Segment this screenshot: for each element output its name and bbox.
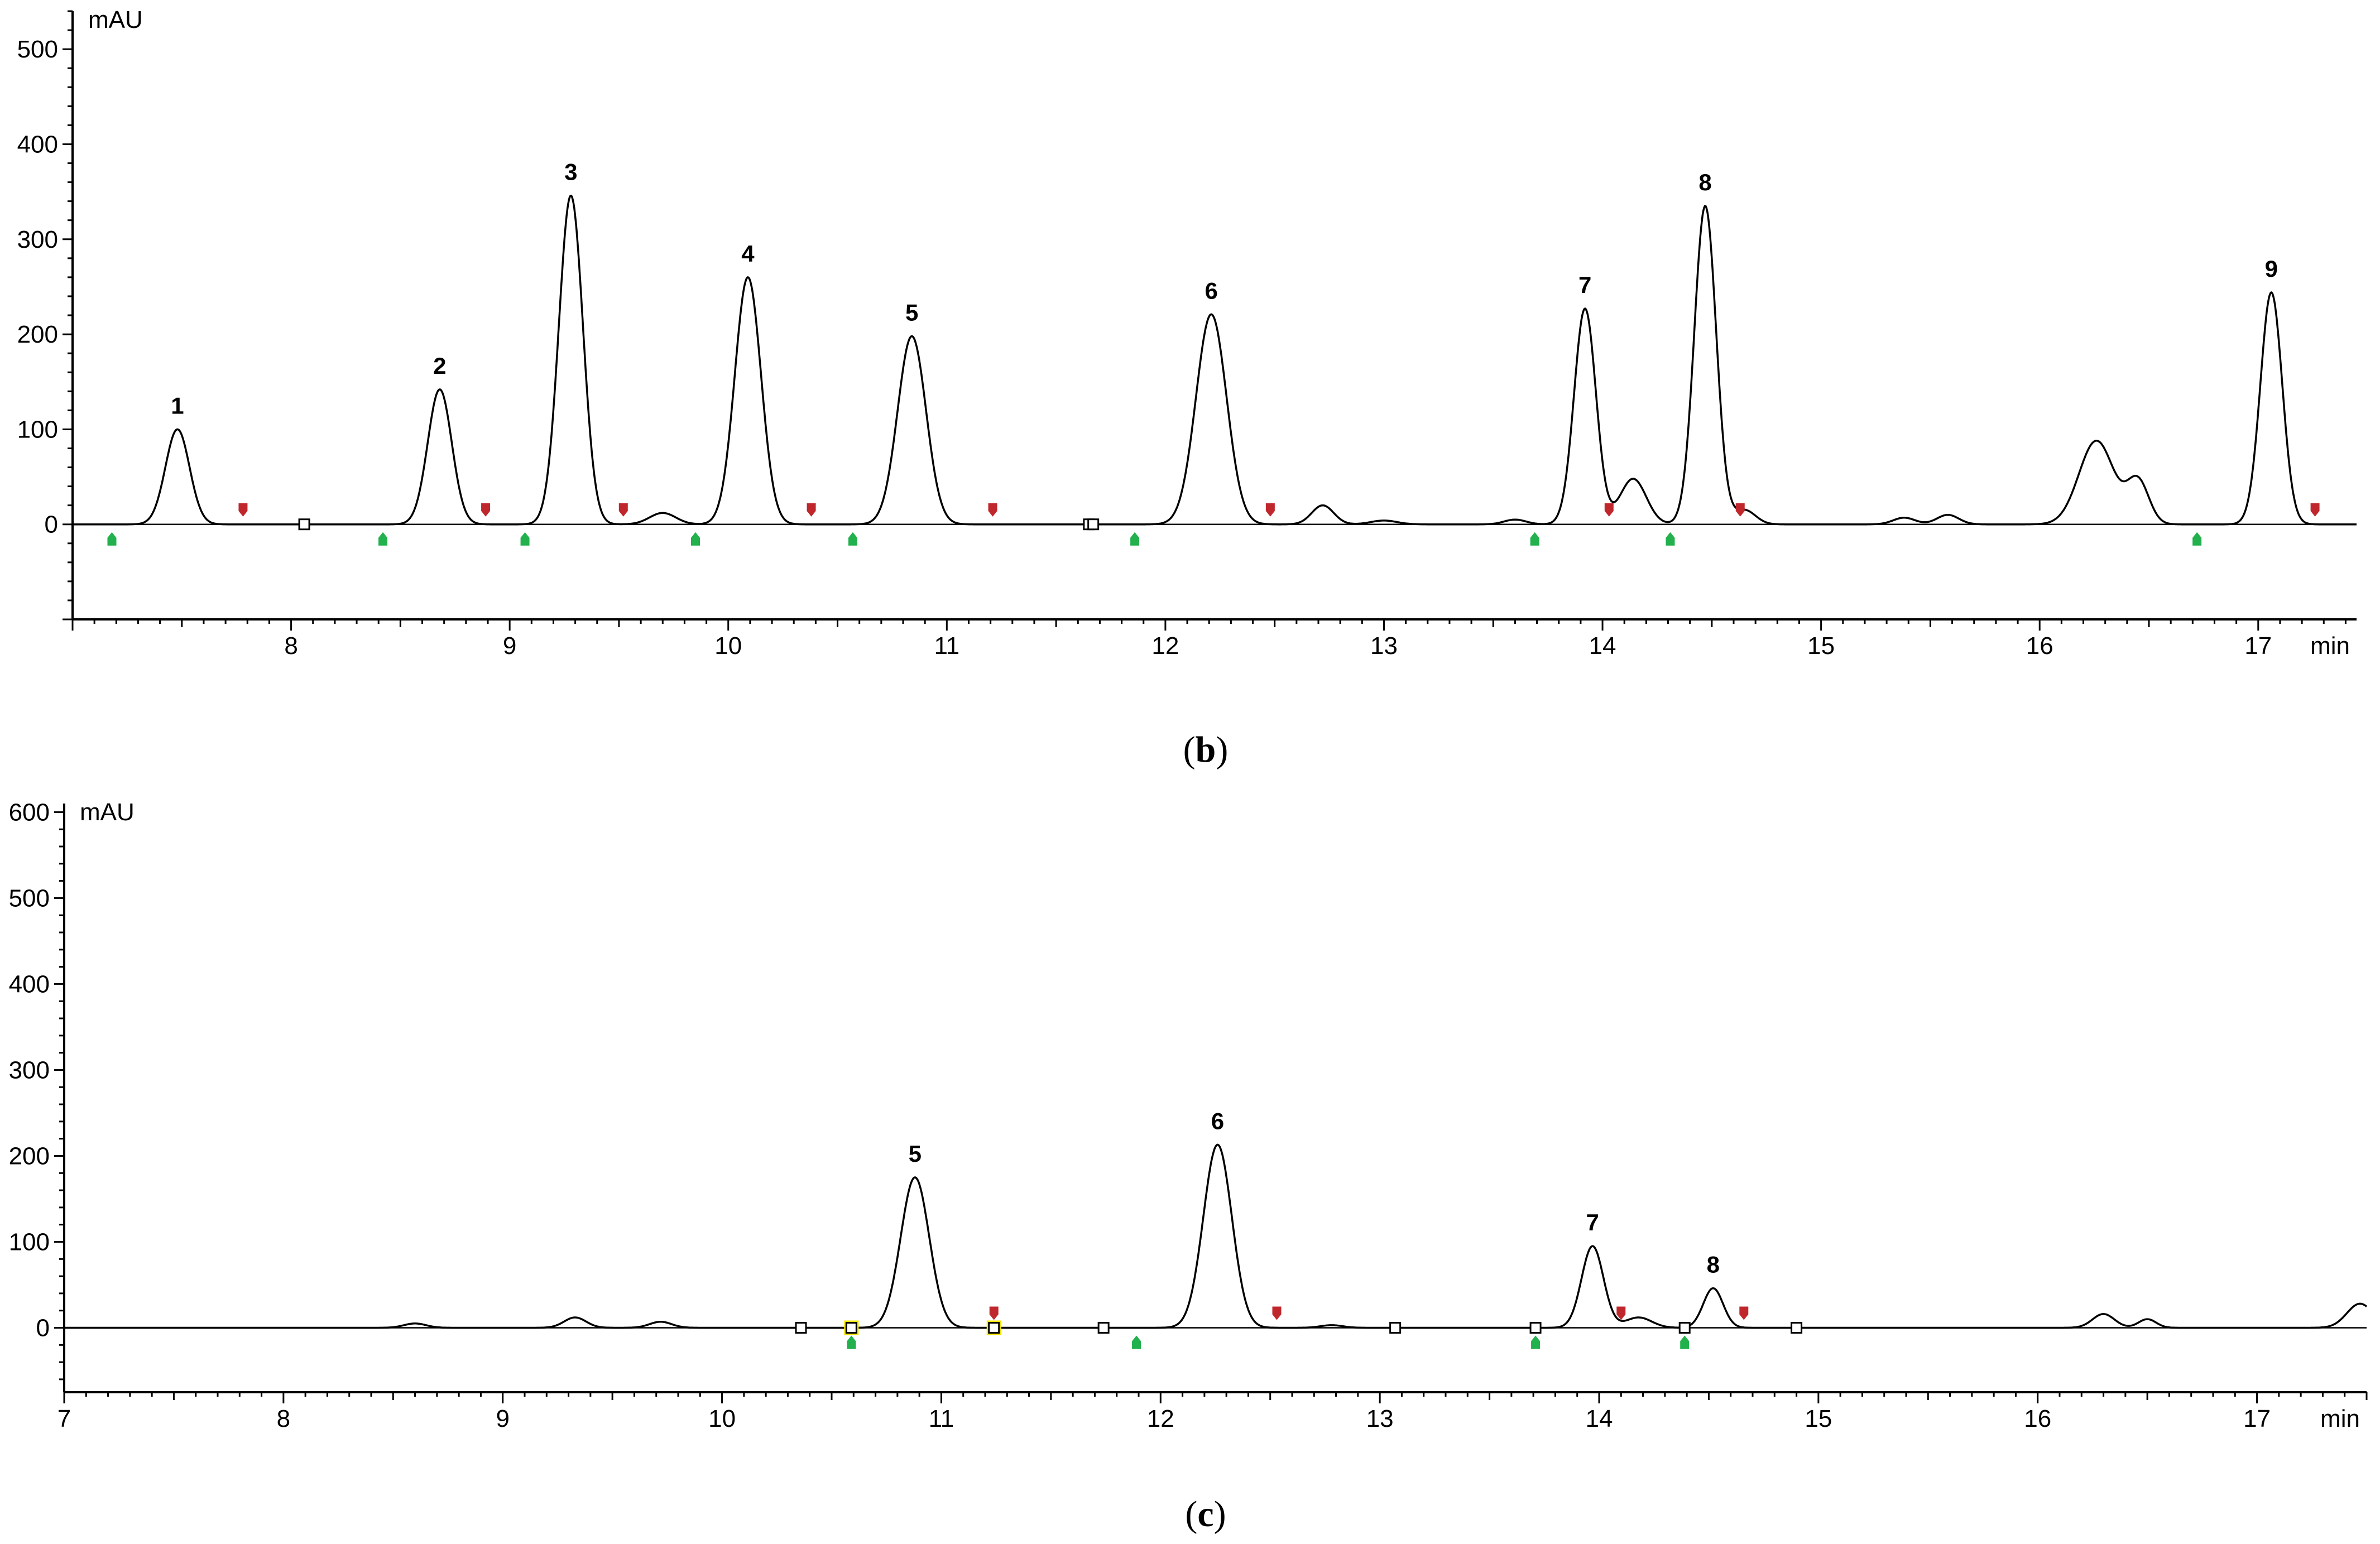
peak-label: 5 — [909, 1141, 922, 1167]
peak-label: 8 — [1707, 1252, 1720, 1278]
peak-start-marker — [1680, 1335, 1690, 1349]
peak-end-marker — [1739, 1306, 1749, 1320]
x-tick-label: 16 — [2026, 632, 2053, 660]
peak-end-marker — [1735, 503, 1745, 517]
x-tick-label: 14 — [1586, 1405, 1613, 1432]
x-tick-label: 11 — [934, 632, 959, 660]
peak-label: 1 — [171, 392, 184, 419]
x-tick-label: 14 — [1589, 632, 1616, 660]
peak-label: 9 — [2265, 256, 2278, 282]
peak-start-marker — [1130, 532, 1140, 546]
peak-end-marker — [2310, 503, 2320, 517]
peak-start-marker — [1132, 1335, 1141, 1349]
x-tick-label: 8 — [277, 1405, 290, 1432]
y-tick-label: 100 — [9, 1228, 50, 1256]
peak-start-marker — [1530, 532, 1539, 546]
peak-label: 3 — [564, 158, 577, 185]
x-tick-label: 7 — [57, 1405, 71, 1432]
baseline-box-marker — [1389, 1321, 1402, 1334]
peak-end-marker — [1265, 503, 1275, 517]
x-tick-label: 12 — [1147, 1405, 1174, 1432]
peak-label: 7 — [1586, 1209, 1599, 1235]
peak-end-marker — [988, 503, 997, 517]
peak-end-marker — [1616, 1306, 1626, 1320]
y-axis-unit-label: mAU — [88, 6, 143, 33]
x-tick-label: 15 — [1805, 1405, 1832, 1432]
peak-label: 5 — [905, 299, 918, 325]
y-tick-label: 200 — [9, 1142, 50, 1170]
baseline-box-marker — [1529, 1321, 1542, 1334]
peak-end-marker — [807, 503, 816, 517]
x-tick-label: 13 — [1370, 632, 1398, 660]
panel-caption-b: (b) — [1183, 729, 1229, 770]
baseline-box-marker — [1678, 1321, 1691, 1334]
baseline-box-marker — [1087, 518, 1100, 531]
x-tick-label: 15 — [1807, 632, 1835, 660]
peak-end-marker — [989, 1306, 999, 1320]
peak-start-marker — [107, 532, 117, 546]
y-tick-label: 300 — [17, 226, 58, 253]
y-tick-label: 300 — [9, 1056, 50, 1084]
baseline-box-marker — [1791, 1321, 1803, 1334]
peak-label: 6 — [1211, 1108, 1224, 1134]
y-tick-label: 0 — [45, 511, 58, 538]
peak-end-marker — [238, 503, 248, 517]
peak-start-marker — [691, 532, 700, 546]
y-tick-label: 200 — [17, 321, 58, 348]
baseline-box-marker — [988, 1321, 1000, 1334]
peak-start-marker — [2192, 532, 2202, 546]
panel-caption-letter-b: b — [1196, 729, 1216, 770]
baseline-box-marker — [845, 1321, 857, 1334]
y-tick-label: 500 — [17, 36, 58, 63]
peak-end-marker — [481, 503, 491, 517]
x-axis-unit-label: min — [2320, 1405, 2360, 1432]
x-tick-label: 9 — [503, 632, 516, 660]
x-tick-label: 10 — [708, 1405, 736, 1432]
chromatogram-panel-c: 0 100 200 300 400 500 600 7 8 9 10 11 12 13 14 15 16 17 mA… — [9, 799, 2368, 1432]
peak-label: 7 — [1578, 272, 1591, 298]
baseline-box-marker — [795, 1321, 807, 1334]
panel-caption-letter-c: c — [1197, 1494, 1213, 1535]
x-tick-label: 9 — [496, 1405, 509, 1432]
x-tick-label: 17 — [2244, 632, 2272, 660]
y-tick-label: 0 — [36, 1314, 50, 1341]
peak-start-marker — [1531, 1335, 1541, 1349]
x-tick-label: 17 — [2243, 1405, 2271, 1432]
peak-label: 2 — [433, 353, 446, 379]
x-tick-label: 13 — [1366, 1405, 1394, 1432]
x-tick-label: 16 — [2024, 1405, 2051, 1432]
baseline-box-marker — [1097, 1321, 1110, 1334]
peak-start-marker — [378, 532, 388, 546]
x-tick-label: 11 — [929, 1405, 954, 1432]
peak-start-marker — [1666, 532, 1675, 546]
y-tick-label: 600 — [9, 799, 50, 826]
x-axis-unit-label: min — [2310, 632, 2350, 660]
panel-caption-c: (c) — [1185, 1494, 1226, 1535]
peak-end-marker — [618, 503, 628, 517]
y-tick-label: 400 — [17, 131, 58, 158]
y-tick-label: 400 — [9, 970, 50, 998]
chromatogram-trace — [64, 1143, 2368, 1329]
peak-end-marker — [1604, 503, 1614, 517]
peak-label: 8 — [1698, 169, 1711, 195]
peak-end-marker — [1272, 1306, 1282, 1320]
y-tick-label: 500 — [9, 884, 50, 912]
peak-start-marker — [847, 1335, 856, 1349]
peak-label: 6 — [1205, 277, 1217, 304]
chromatogram-trace — [73, 194, 2357, 526]
x-tick-label: 10 — [714, 632, 742, 660]
y-tick-label: 100 — [17, 416, 58, 443]
y-axis-unit-label: mAU — [80, 799, 135, 826]
peak-start-marker — [848, 532, 857, 546]
baseline-box-marker — [298, 518, 310, 531]
x-tick-label: 8 — [284, 632, 298, 660]
x-tick-label: 12 — [1151, 632, 1179, 660]
peak-label: 4 — [741, 241, 755, 267]
peak-start-marker — [520, 532, 530, 546]
